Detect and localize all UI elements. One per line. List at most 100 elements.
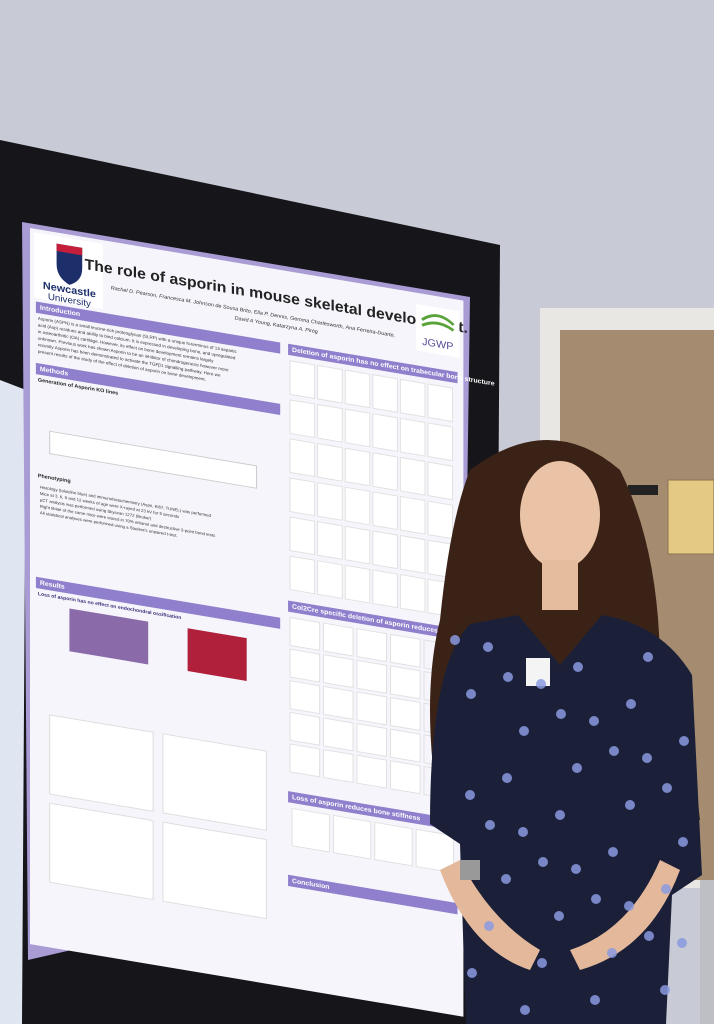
plot-panel	[344, 447, 371, 487]
plot-panel	[372, 569, 398, 609]
plot-panel	[344, 408, 371, 448]
plot-panel	[399, 417, 426, 457]
side-poster	[0, 380, 26, 1024]
flower	[519, 726, 529, 736]
plot-panel	[372, 530, 398, 570]
plot-panel	[344, 486, 371, 526]
plot-panel	[390, 697, 421, 731]
section-bar	[35, 301, 281, 354]
flower	[662, 783, 672, 793]
plot-panel	[356, 691, 388, 726]
section-heading: Methods	[40, 366, 69, 378]
flower	[555, 810, 565, 820]
flower	[571, 864, 581, 874]
door-sign	[628, 485, 658, 495]
section-bar	[35, 362, 281, 415]
plot-panel	[356, 659, 388, 694]
flower	[501, 874, 511, 884]
plot-panel	[289, 399, 316, 439]
flower	[660, 985, 670, 995]
flower	[609, 746, 619, 756]
plot-panel	[317, 521, 343, 560]
flower	[643, 652, 653, 662]
plot-panel	[332, 814, 372, 860]
flower	[450, 635, 460, 645]
flower	[484, 921, 494, 931]
flower	[467, 968, 477, 978]
plot-panel	[317, 560, 343, 599]
crest-top	[56, 243, 83, 256]
flower	[465, 790, 475, 800]
flower	[608, 847, 618, 857]
section-bar	[35, 576, 281, 629]
plot-panel	[390, 633, 421, 668]
flower	[589, 716, 599, 726]
plot-panel	[317, 482, 343, 521]
plot-panel	[289, 648, 321, 683]
flower	[624, 901, 634, 911]
flower	[485, 820, 495, 830]
plot-panel	[289, 711, 321, 746]
flower	[626, 699, 636, 709]
watch	[460, 860, 480, 880]
flower	[625, 800, 635, 810]
histology	[69, 608, 149, 665]
flower	[538, 857, 548, 867]
flower	[518, 827, 528, 837]
plot-panel	[427, 383, 454, 423]
plot-panel	[390, 728, 421, 763]
plot-panel	[289, 438, 316, 478]
plot-panel	[344, 369, 371, 409]
plot-panel	[399, 574, 426, 613]
plot-panel	[162, 733, 267, 831]
plot-panel	[289, 616, 321, 651]
plot-panel	[390, 665, 421, 700]
flower	[556, 709, 566, 719]
plot-panel	[323, 622, 354, 657]
door-window	[667, 479, 714, 555]
flower	[661, 884, 671, 894]
flower	[678, 837, 688, 847]
plot-panel	[356, 628, 388, 663]
section-bar	[288, 343, 458, 384]
figure	[49, 430, 258, 489]
dress	[430, 615, 702, 1024]
section-heading: Results	[40, 580, 65, 591]
flowers	[450, 635, 689, 1015]
plot-panel	[344, 525, 371, 565]
flower	[573, 662, 583, 672]
floor	[700, 880, 714, 1024]
section-bar	[288, 600, 458, 640]
plot-panel	[291, 807, 330, 853]
plot-panel	[399, 456, 426, 496]
plot-panel	[317, 443, 343, 482]
plot-panel	[427, 422, 454, 462]
flower	[591, 894, 601, 904]
flower	[537, 958, 547, 968]
subheading: Phenotyping	[38, 473, 71, 484]
flower	[642, 753, 652, 763]
arms	[440, 860, 680, 970]
plot-panel	[323, 749, 354, 784]
plot-panel	[323, 685, 354, 720]
plot-panel	[372, 491, 398, 531]
flower	[466, 689, 476, 699]
plot-panel	[356, 723, 388, 757]
plot-panel	[372, 452, 398, 491]
plot-panel	[415, 828, 455, 874]
histology	[187, 628, 247, 681]
flower	[536, 679, 546, 689]
flower	[572, 763, 582, 773]
section-bar	[288, 791, 458, 831]
plot-panel	[372, 413, 398, 452]
plot-panel	[399, 495, 426, 535]
flower	[679, 736, 689, 746]
plot-panel	[399, 535, 426, 574]
plot-panel	[289, 680, 321, 715]
flower	[503, 672, 513, 682]
flower	[520, 1005, 530, 1015]
plot-panel	[289, 360, 316, 399]
plot-panel	[344, 564, 371, 604]
plot-panel	[399, 378, 426, 418]
